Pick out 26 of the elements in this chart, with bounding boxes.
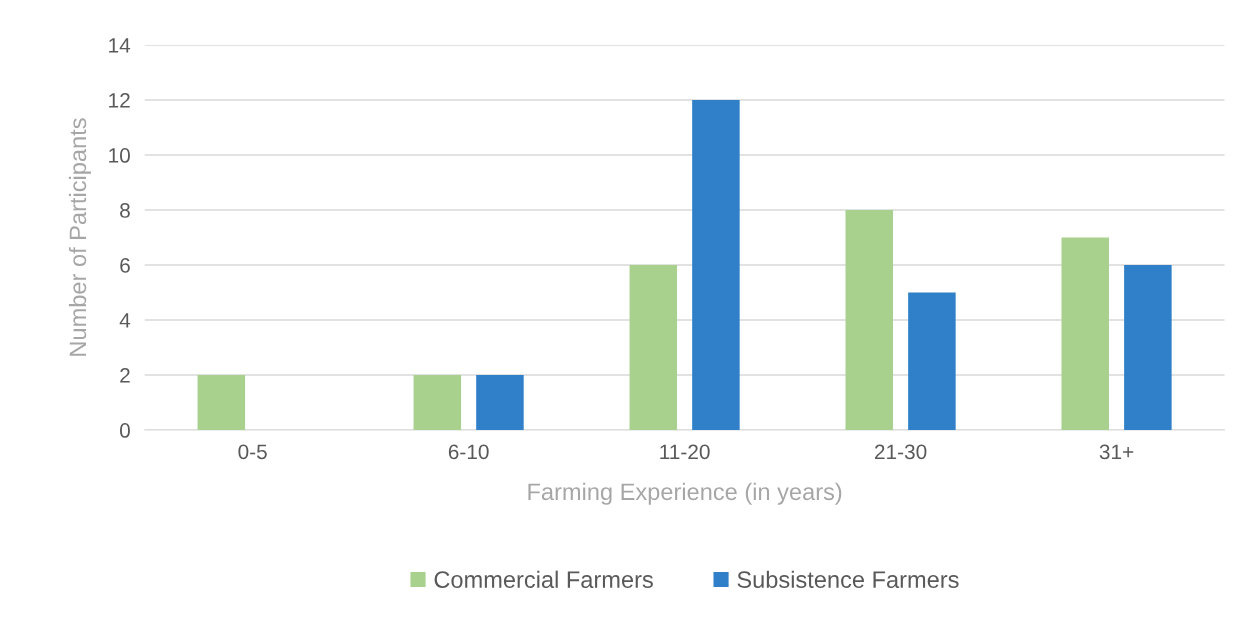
bar	[476, 375, 524, 431]
y-tick-label: 6	[120, 258, 130, 273]
x-tick-label: 11-20	[660, 444, 710, 460]
x-tick-label: 0-5	[238, 444, 267, 460]
bar	[629, 265, 678, 431]
legend-label: Subsistence Farmers	[737, 570, 959, 588]
x-axis-title: Farming Experience (in years)	[528, 482, 842, 505]
bar	[845, 210, 894, 431]
bar	[692, 100, 740, 431]
y-tick-label: 14	[109, 38, 131, 53]
x-tick-label: 6-10	[448, 444, 489, 460]
y-tick-label: 10	[109, 148, 130, 163]
bar	[1124, 265, 1172, 431]
y-tick-label: 12	[109, 93, 130, 108]
bar	[413, 375, 462, 431]
y-tick-label: 0	[119, 423, 130, 438]
legend-label: Commercial Farmers	[434, 570, 653, 588]
y-tick-label: 4	[119, 313, 131, 328]
y-axis-title: Number of Participants	[68, 118, 91, 356]
bar	[1061, 237, 1109, 431]
bar	[908, 292, 956, 431]
bar	[197, 375, 246, 431]
y-tick-label: 2	[120, 368, 130, 383]
y-tick-label: 8	[120, 203, 130, 218]
x-tick-label: 21-30	[874, 444, 927, 460]
x-tick-label: 31+	[1099, 444, 1134, 460]
